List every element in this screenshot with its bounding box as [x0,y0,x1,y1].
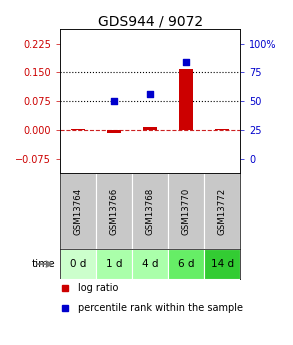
Text: GSM13766: GSM13766 [110,188,119,235]
Text: 4 d: 4 d [142,259,159,269]
Bar [215,129,229,130]
Bar [71,129,85,130]
Text: 6 d: 6 d [178,259,195,269]
Text: 14 d: 14 d [211,259,234,269]
Text: GSM13772: GSM13772 [218,188,227,235]
Bar [96,249,132,279]
Point [148,91,152,97]
Bar [143,127,157,130]
Bar [132,173,168,249]
Text: percentile rank within the sample: percentile rank within the sample [78,303,243,313]
Text: GSM13768: GSM13768 [146,188,155,235]
Bar [204,173,240,249]
Bar [204,249,240,279]
Text: 0 d: 0 d [70,259,86,269]
Bar [107,130,121,133]
Bar [168,249,204,279]
Text: log ratio: log ratio [78,283,118,293]
Text: GSM13764: GSM13764 [74,188,83,235]
Bar [168,173,204,249]
Bar [132,249,168,279]
Text: GSM13770: GSM13770 [182,188,191,235]
Title: GDS944 / 9072: GDS944 / 9072 [98,14,203,28]
Bar [60,173,96,249]
Bar [179,69,193,130]
Bar [96,173,132,249]
Text: time: time [32,259,56,269]
Point [184,59,189,65]
Point [112,98,116,104]
Bar [60,249,96,279]
Text: 1 d: 1 d [106,259,122,269]
